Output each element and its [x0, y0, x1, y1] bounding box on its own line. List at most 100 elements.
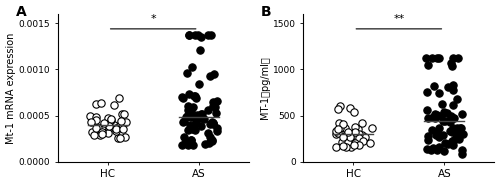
Point	[450, 138, 458, 141]
Point	[96, 101, 104, 104]
Point	[192, 122, 200, 125]
Point	[200, 117, 208, 120]
Point	[435, 146, 443, 149]
Point	[435, 57, 443, 60]
Point	[118, 113, 126, 116]
Point	[212, 127, 220, 130]
Point	[86, 114, 94, 117]
Point	[346, 136, 354, 139]
Point	[338, 141, 346, 144]
Point	[449, 104, 457, 107]
Point	[210, 73, 218, 76]
Point	[422, 148, 430, 151]
Point	[355, 133, 363, 136]
Point	[184, 33, 192, 36]
Point	[435, 127, 443, 130]
Point	[458, 153, 466, 156]
Point	[354, 128, 362, 131]
Point	[115, 97, 123, 100]
Point	[194, 114, 202, 117]
Point	[106, 117, 114, 120]
Point	[422, 57, 430, 60]
Point	[439, 120, 447, 123]
Point	[431, 116, 439, 119]
Point	[430, 112, 438, 115]
Point	[452, 132, 460, 135]
Point	[444, 142, 452, 145]
Point	[120, 136, 128, 139]
Point	[110, 124, 118, 127]
Point	[454, 137, 462, 140]
Point	[190, 129, 198, 132]
Point	[446, 117, 454, 120]
Point	[334, 121, 342, 124]
Point	[440, 110, 448, 113]
Point	[447, 115, 455, 117]
Point	[351, 141, 359, 144]
Point	[352, 136, 360, 139]
Point	[334, 132, 342, 134]
Point	[448, 64, 456, 67]
Point	[210, 105, 218, 107]
Point	[198, 112, 206, 115]
Point	[366, 141, 374, 144]
Point	[430, 85, 438, 88]
Point	[336, 126, 344, 129]
Point	[178, 95, 186, 98]
Point	[458, 148, 466, 151]
Point	[204, 33, 212, 36]
Point	[449, 127, 457, 130]
Point	[186, 116, 194, 119]
Point	[352, 125, 360, 128]
Point	[104, 116, 112, 119]
Text: B: B	[261, 5, 272, 19]
Point	[212, 100, 220, 103]
Point	[104, 124, 112, 127]
Point	[192, 95, 200, 97]
Point	[187, 139, 195, 142]
Point	[434, 133, 442, 136]
Point	[92, 102, 100, 105]
Point	[433, 57, 441, 60]
Point	[180, 142, 188, 145]
Point	[183, 141, 191, 144]
Point	[116, 124, 124, 127]
Point	[432, 133, 440, 136]
Point	[206, 142, 214, 144]
Point	[92, 116, 100, 119]
Point	[359, 140, 367, 143]
Point	[455, 132, 463, 135]
Point	[454, 57, 462, 60]
Point	[196, 117, 204, 120]
Point	[98, 126, 106, 129]
Point	[440, 149, 448, 152]
Point	[358, 134, 366, 137]
Point	[106, 126, 114, 129]
Point	[446, 130, 454, 133]
Point	[98, 132, 106, 135]
Point	[198, 112, 205, 115]
Point	[428, 128, 436, 131]
Point	[342, 145, 350, 148]
Point	[206, 122, 214, 125]
Point	[350, 111, 358, 114]
Point	[120, 112, 128, 115]
Point	[207, 33, 215, 36]
Point	[112, 130, 120, 133]
Point	[339, 145, 347, 148]
Point	[449, 89, 457, 92]
Point	[344, 131, 352, 134]
Point	[117, 119, 125, 122]
Point	[206, 136, 214, 139]
Point	[444, 112, 452, 115]
Point	[104, 132, 112, 134]
Point	[180, 136, 188, 139]
Point	[204, 131, 212, 134]
Point	[94, 127, 102, 130]
Point	[92, 127, 100, 130]
Point	[212, 130, 220, 132]
Point	[332, 146, 340, 149]
Point	[437, 115, 445, 117]
Point	[190, 94, 198, 97]
Point	[180, 119, 188, 122]
